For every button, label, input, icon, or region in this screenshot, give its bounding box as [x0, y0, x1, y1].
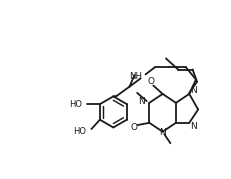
- Text: NH: NH: [129, 72, 142, 81]
- Text: N: N: [138, 97, 145, 106]
- Text: N: N: [190, 86, 196, 95]
- Text: N: N: [190, 122, 196, 131]
- Text: O: O: [146, 77, 153, 86]
- Text: HO: HO: [73, 127, 86, 136]
- Text: N: N: [158, 128, 165, 137]
- Text: O: O: [130, 123, 137, 132]
- Text: HO: HO: [69, 100, 82, 109]
